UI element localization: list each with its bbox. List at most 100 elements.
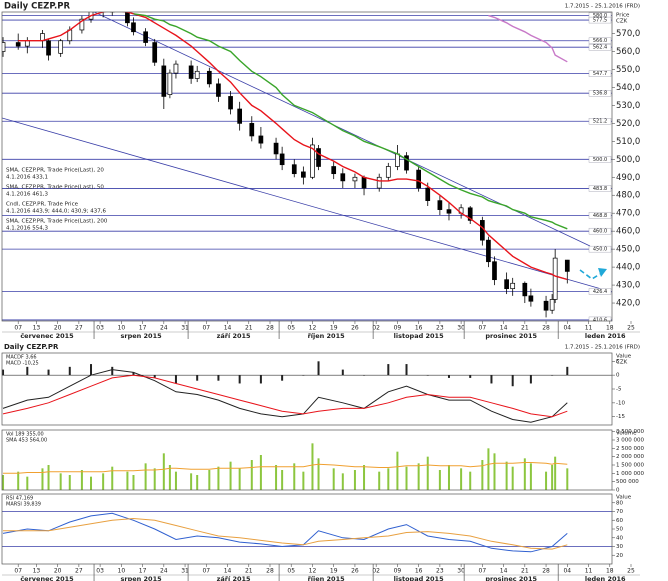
legend-entry: MACDF 3,66 [6,355,37,361]
candle-body [15,42,21,47]
bar [196,375,199,381]
level-label: 483.8 [593,186,607,192]
bar [111,366,114,376]
bar [153,375,156,378]
x-tick-label: 28 [542,568,550,575]
bar [363,465,366,490]
candle-body [228,96,233,110]
x-tick-label: 07 [14,325,22,332]
candle-body [316,148,321,167]
candle-body [58,40,64,54]
x-tick-label: 19 [330,568,338,575]
candle-body [161,65,167,97]
y-tick-label: 420,0 [616,299,640,309]
bar [2,369,5,376]
bar [90,476,93,490]
bar [238,375,241,384]
legend-entry: RSI 47,169 [6,496,33,502]
y-tick-label: 2 500 000 [616,446,644,452]
x-tick-label: 27 [75,568,83,575]
unit-label: CZK [616,19,628,25]
x-tick-label: 24 [160,325,168,332]
x-tick-label: 13 [33,325,41,332]
x-tick-label: 03 [96,325,104,332]
month-label: červenec 2015 [20,575,74,581]
candle-body [258,135,264,144]
candle-body [504,279,509,290]
candle-body [279,153,285,166]
level-label-box [588,316,612,321]
x-tick-label: 07 [202,568,210,575]
level-label-box [588,70,612,77]
date-range: 1.7.2015 - 25.1.2016 (FRD) [565,345,640,351]
bar [275,465,278,490]
y-tick-label: -5 [616,387,622,393]
candle-body [361,176,367,189]
bar [162,453,165,490]
bar [341,473,344,490]
x-tick-label: 07 [202,325,210,332]
x-tick-label: 09 [394,568,402,575]
candle-body [492,261,497,281]
bar [405,364,408,376]
bar [505,461,508,490]
bar [302,471,305,490]
x-tick-label: 02 [372,568,380,575]
unit-label: Price [616,13,630,19]
x-tick-label: 27 [75,325,83,332]
bar [68,366,71,376]
x-tick-label: 14 [500,325,508,332]
y-tick-label: 70 [616,509,623,515]
month-label: srpen 2015 [121,575,163,581]
month-label: leden 2016 [585,575,626,581]
level-label-box [588,37,612,44]
candle-body [24,40,30,47]
y-tick-label: 450,0 [616,245,640,255]
legend-entry: SMA, CEZP.PR, Trade Price(Last), 200 [6,219,108,225]
x-tick-label: 04 [563,325,571,332]
level-label: 536.8 [593,91,607,97]
bar [566,366,569,376]
bar [217,375,220,381]
level-label-box [588,118,612,125]
x-tick-label: 14 [224,325,232,332]
x-tick-label: 07 [479,325,487,332]
bar [41,468,44,490]
candle-body [331,166,337,175]
candle-body [467,207,473,221]
x-tick-label: 30 [457,325,465,332]
x-tick-label: 25 [627,325,635,332]
plot-area [2,361,612,423]
bar [529,463,532,490]
level-label-box [588,227,612,235]
y-tick-label: 470,0 [616,209,640,219]
series-line [3,517,568,550]
x-tick-label: 21 [521,325,529,332]
x-tick-label: 20 [54,325,62,332]
month-label: prosinec 2015 [485,332,537,340]
bar [293,463,296,490]
level-label-box [588,16,612,24]
y-tick-label: 560,0 [616,47,640,57]
unit-label: CZK [616,360,628,366]
bar [511,466,514,490]
level-label: 450.0 [593,247,607,253]
x-tick-label: 21 [521,568,529,575]
bar [469,375,472,378]
series-line [18,12,568,281]
x-tick-label: 18 [606,568,614,575]
x-tick-label: 23 [436,568,444,575]
bar [426,456,429,490]
y-tick-label: 0 [616,488,620,494]
x-tick-label: 04 [563,568,571,575]
y-tick-label: 500 000 [616,479,639,485]
y-tick-label: 80 [616,500,623,506]
candle-body [385,166,391,178]
month-label: říjen 2015 [308,332,346,340]
bar [378,471,381,490]
level-label: 521.2 [593,119,607,125]
x-tick-label: 26 [351,568,359,575]
bar [363,375,366,376]
x-tick-label: 18 [606,325,614,332]
